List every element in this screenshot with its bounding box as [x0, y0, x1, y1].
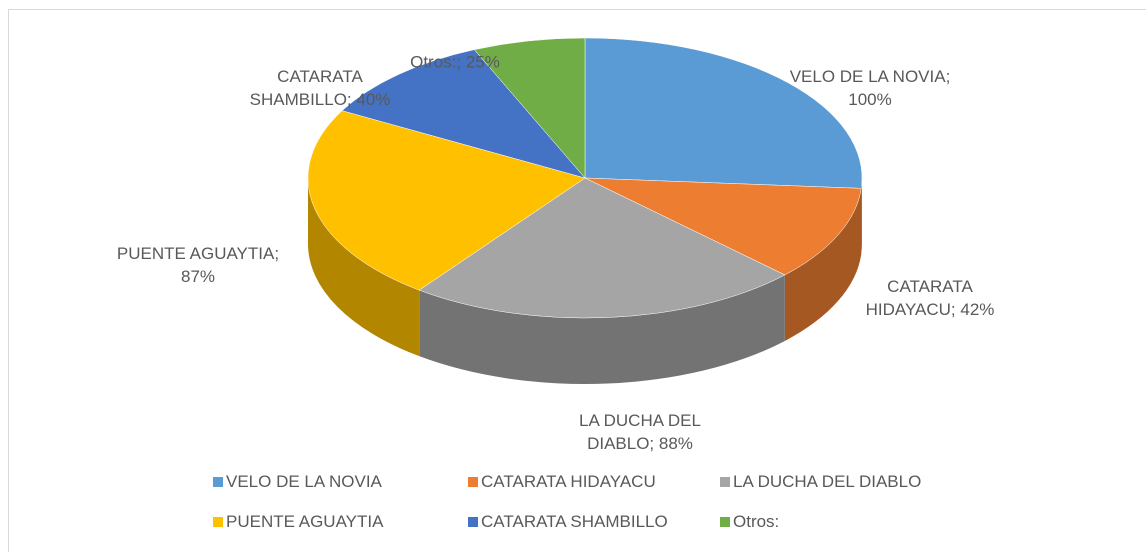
pie-slice-side — [861, 178, 862, 255]
pie-slice — [418, 177, 786, 319]
legend-item: PUENTE AGUAYTIA — [213, 512, 383, 532]
legend-item: Otros: — [720, 512, 779, 532]
pie-slice — [584, 37, 863, 189]
legend-label: CATARATA HIDAYACU — [481, 472, 656, 491]
pie-slice — [584, 177, 862, 276]
legend-swatch — [213, 517, 223, 527]
pie-slice — [307, 110, 586, 291]
pie-slice — [341, 49, 586, 179]
legend-label: CATARATA SHAMBILLO — [481, 512, 668, 531]
data-label: PUENTE AGUAYTIA; 87% — [116, 244, 280, 286]
legend-item: LA DUCHA DEL DIABLO — [720, 472, 921, 492]
legend-swatch — [468, 477, 478, 487]
legend-swatch — [213, 477, 223, 487]
legend-swatch — [720, 517, 730, 527]
legend-item: CATARATA SHAMBILLO — [468, 512, 668, 532]
pie-slice-side — [419, 274, 785, 384]
legend-swatch — [720, 477, 730, 487]
data-label: LA DUCHA DEL DIABLO; 88% — [579, 411, 701, 453]
data-label: CATARATA SHAMBILLO; 40% — [249, 67, 391, 109]
pie-slice — [473, 37, 586, 179]
legend-swatch — [468, 517, 478, 527]
legend-item: CATARATA HIDAYACU — [468, 472, 656, 492]
chart-frame — [8, 9, 1146, 552]
legend-label: PUENTE AGUAYTIA — [226, 512, 384, 531]
legend-label: VELO DE LA NOVIA — [226, 472, 382, 491]
data-label: VELO DE LA NOVIA; 100% — [789, 67, 951, 109]
data-label: Otros:; 25% — [410, 52, 500, 72]
data-label: CATARATA HIDAYACU; 42% — [865, 277, 995, 319]
legend-label: LA DUCHA DEL DIABLO — [733, 472, 922, 491]
pie-slice-side — [308, 178, 420, 357]
pie-slice-side — [784, 188, 862, 341]
legend-item: VELO DE LA NOVIA — [213, 472, 382, 492]
legend-label: Otros: — [733, 512, 780, 531]
